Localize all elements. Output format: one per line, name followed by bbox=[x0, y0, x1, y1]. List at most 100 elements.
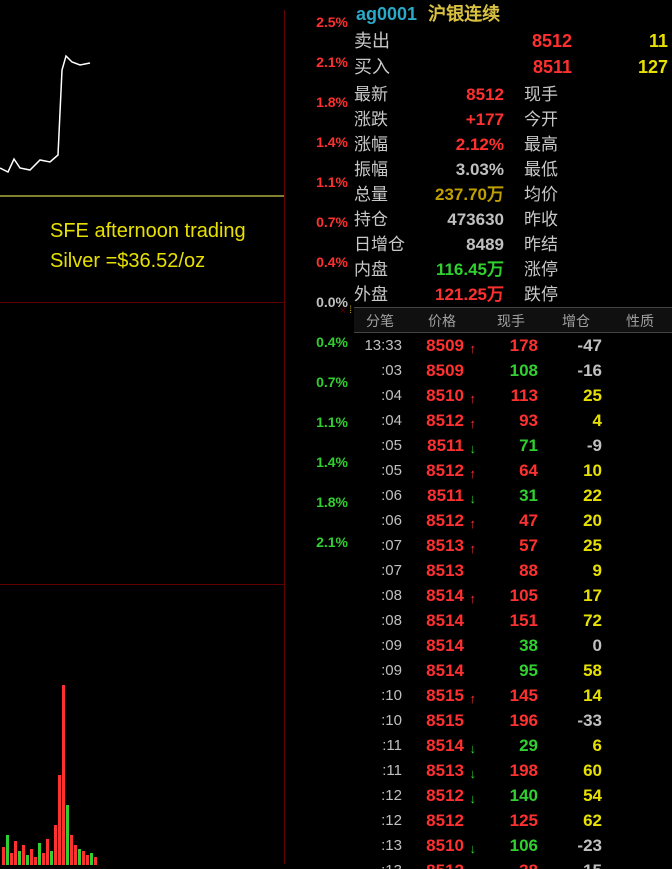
tick-vol: 31 bbox=[478, 483, 544, 508]
tick-row[interactable]: :12851212562 bbox=[354, 808, 672, 833]
tick-delta: 17 bbox=[544, 583, 608, 608]
tick-vol: 29 bbox=[478, 733, 544, 758]
tick-time: :03 bbox=[354, 358, 406, 383]
tick-row[interactable]: :138512↑38-15 bbox=[354, 858, 672, 869]
scale-label: 0.7% bbox=[288, 374, 348, 390]
tick-time: :07 bbox=[354, 558, 406, 583]
price-chart[interactable]: SFE afternoon trading Silver =$36.52/oz bbox=[0, 10, 284, 300]
tick-delta: 25 bbox=[544, 383, 608, 408]
tick-price: 8514 bbox=[406, 658, 478, 683]
th-price: 价格 bbox=[406, 308, 478, 332]
scale-label: 1.1% bbox=[288, 174, 348, 190]
tick-time: :11 bbox=[354, 758, 406, 783]
th-time: 分笔 bbox=[354, 308, 406, 332]
tick-row[interactable]: :118513↓19860 bbox=[354, 758, 672, 783]
tick-delta: 22 bbox=[544, 483, 608, 508]
tick-vol: 88 bbox=[478, 558, 544, 583]
tick-nature bbox=[608, 633, 672, 658]
tick-row[interactable]: :058511↓71-9 bbox=[354, 433, 672, 458]
tick-row[interactable]: :118514↓296 bbox=[354, 733, 672, 758]
tick-row[interactable]: :0985149558 bbox=[354, 658, 672, 683]
tick-row[interactable]: :138510↓106-23 bbox=[354, 833, 672, 858]
tick-vol: 196 bbox=[478, 708, 544, 733]
tick-nature bbox=[608, 658, 672, 683]
sell-label: 卖出 bbox=[354, 28, 414, 54]
tick-body[interactable]: 13:338509↑178-47:038509108-16:048510↑113… bbox=[354, 333, 672, 869]
tick-nature bbox=[608, 508, 672, 533]
tick-nature bbox=[608, 858, 672, 869]
tick-time: :08 bbox=[354, 583, 406, 608]
stat-label: 外盘 bbox=[354, 282, 414, 307]
tick-nature bbox=[608, 333, 672, 358]
overlay-line1: SFE afternoon trading bbox=[50, 220, 246, 243]
tick-delta: -16 bbox=[544, 358, 608, 383]
tick-price: 8509↑ bbox=[406, 333, 478, 358]
tick-nature bbox=[608, 833, 672, 858]
stat-row: 振幅3.03%最低 bbox=[354, 157, 672, 182]
tick-price: 8512 bbox=[406, 808, 478, 833]
tick-nature bbox=[608, 683, 672, 708]
tick-row[interactable]: :078513↑5725 bbox=[354, 533, 672, 558]
stat-label2: 现手 bbox=[524, 82, 584, 107]
tick-delta: 10 bbox=[544, 458, 608, 483]
tick-time: :04 bbox=[354, 408, 406, 433]
tick-price: 8512↓ bbox=[406, 783, 478, 808]
tick-row[interactable]: :048512↑934 bbox=[354, 408, 672, 433]
tick-header: 分笔 价格 现手 增仓 性质 bbox=[354, 307, 672, 333]
volume-chart[interactable] bbox=[0, 584, 284, 864]
tick-price: 8512↑ bbox=[406, 508, 478, 533]
tick-time: :06 bbox=[354, 508, 406, 533]
stat-row: 总量237.70万均价 bbox=[354, 182, 672, 207]
tick-nature bbox=[608, 808, 672, 833]
tick-row[interactable]: :108515196-33 bbox=[354, 708, 672, 733]
tick-price: 8510↓ bbox=[406, 833, 478, 858]
tick-time: :11 bbox=[354, 733, 406, 758]
tick-row[interactable]: :048510↑11325 bbox=[354, 383, 672, 408]
tick-price: 8511↓ bbox=[406, 483, 478, 508]
tick-delta: -47 bbox=[544, 333, 608, 358]
tick-delta: 62 bbox=[544, 808, 608, 833]
tick-price: 8513 bbox=[406, 558, 478, 583]
tick-vol: 93 bbox=[478, 408, 544, 433]
tick-row[interactable]: :038509108-16 bbox=[354, 358, 672, 383]
percent-scale: 2.5%2.1%1.8%1.4%1.1%0.7%0.4%0.0%0.4%0.7%… bbox=[284, 10, 354, 864]
tick-row[interactable]: :058512↑6410 bbox=[354, 458, 672, 483]
tick-time: :13 bbox=[354, 833, 406, 858]
tick-delta: 25 bbox=[544, 533, 608, 558]
stat-label2: 昨结 bbox=[524, 232, 584, 257]
tick-vol: 178 bbox=[478, 333, 544, 358]
chart-middle-panel[interactable]: × ⁞ bbox=[0, 302, 284, 582]
stat-row: 涨跌+177今开 bbox=[354, 107, 672, 132]
panel-bar-icon[interactable]: ⁞ bbox=[349, 305, 352, 316]
stat-label: 持仓 bbox=[354, 207, 414, 232]
tick-row[interactable]: 13:338509↑178-47 bbox=[354, 333, 672, 358]
tick-delta: 4 bbox=[544, 408, 608, 433]
tick-vol: 108 bbox=[478, 358, 544, 383]
tick-vol: 106 bbox=[478, 833, 544, 858]
tick-price: 8515 bbox=[406, 708, 478, 733]
symbol-row[interactable]: ag0001 沪银连续 bbox=[354, 0, 672, 28]
stat-value: 8512 bbox=[414, 82, 524, 107]
stat-value: 8489 bbox=[414, 232, 524, 257]
th-nature: 性质 bbox=[608, 308, 672, 332]
chart-area: 2.5%2.1%1.8%1.4%1.1%0.7%0.4%0.0%0.4%0.7%… bbox=[0, 0, 354, 869]
scale-label: 1.1% bbox=[288, 414, 348, 430]
tick-vol: 125 bbox=[478, 808, 544, 833]
tick-delta: 60 bbox=[544, 758, 608, 783]
scale-label: 0.7% bbox=[288, 214, 348, 230]
tick-row[interactable]: :128512↓14054 bbox=[354, 783, 672, 808]
tick-row[interactable]: :088514↑10517 bbox=[354, 583, 672, 608]
tick-delta: 6 bbox=[544, 733, 608, 758]
overlay-line2: Silver =$36.52/oz bbox=[50, 250, 205, 273]
tick-price: 8512↑ bbox=[406, 858, 478, 869]
tick-price: 8510↑ bbox=[406, 383, 478, 408]
tick-row[interactable]: :068512↑4720 bbox=[354, 508, 672, 533]
tick-row[interactable]: :098514380 bbox=[354, 633, 672, 658]
buy-volume: 127 bbox=[612, 54, 672, 80]
tick-row[interactable]: :108515↑14514 bbox=[354, 683, 672, 708]
panel-close-icon[interactable]: × bbox=[340, 305, 346, 317]
tick-row[interactable]: :08851415172 bbox=[354, 608, 672, 633]
tick-row[interactable]: :078513889 bbox=[354, 558, 672, 583]
tick-row[interactable]: :068511↓3122 bbox=[354, 483, 672, 508]
stat-label: 日增仓 bbox=[354, 232, 414, 257]
